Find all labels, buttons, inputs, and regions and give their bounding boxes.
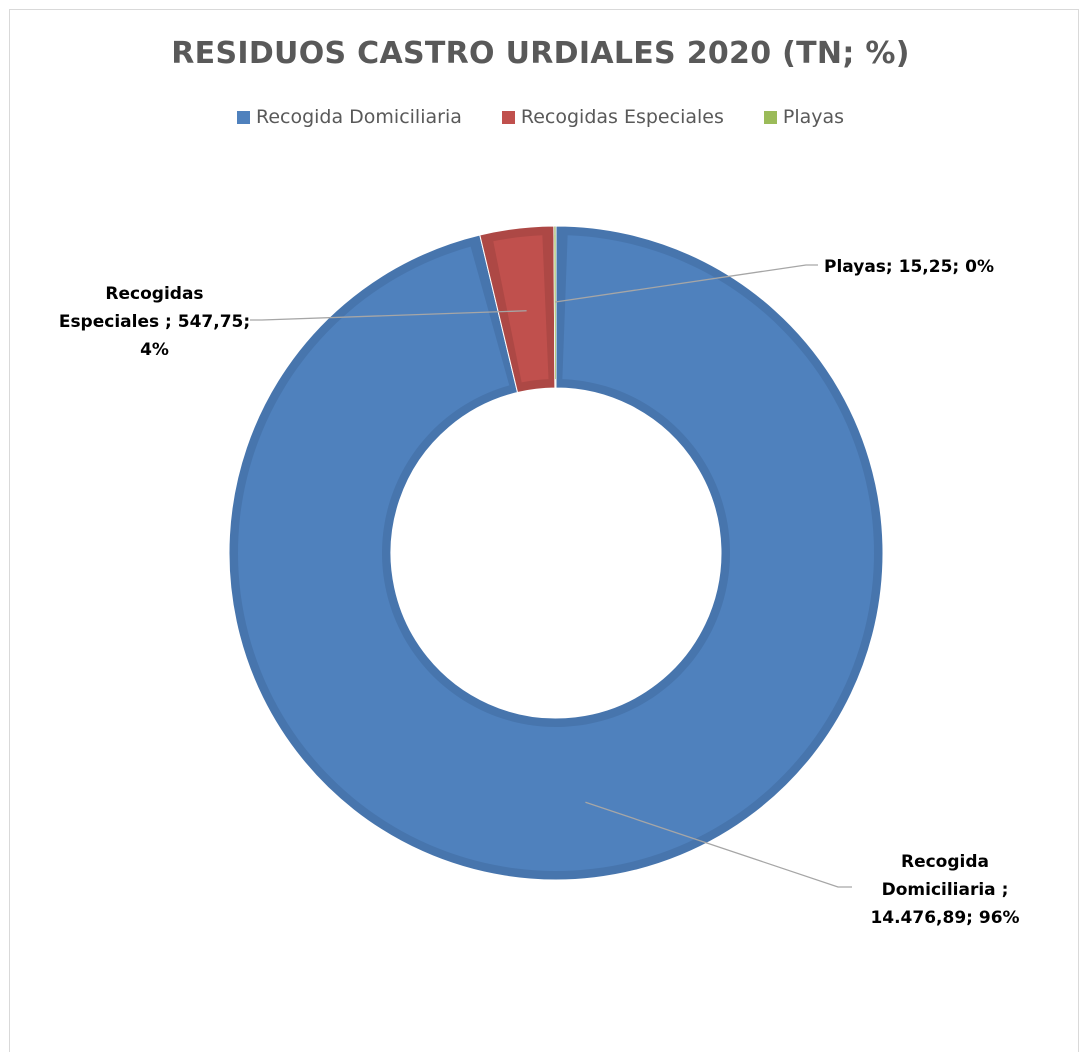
legend-label: Playas — [782, 106, 845, 128]
slice-fill-recogida-domiciliaria — [237, 235, 874, 872]
leader-line-playas — [555, 264, 818, 303]
legend-item-recogida-domiciliaria: Recogida Domiciliaria — [236, 106, 462, 128]
leader-line-recogidas-especiales — [250, 310, 527, 321]
legend-label: Recogidas Especiales — [520, 106, 724, 128]
slice-fill-playas — [554, 235, 556, 380]
legend-swatch — [501, 110, 515, 124]
data-label-recogidas-especiales: Recogidas Especiales ; 547,75; 4% — [58, 284, 251, 360]
leader-line-recogida-domiciliaria — [585, 801, 852, 888]
legend-swatch — [236, 110, 250, 124]
legend-item-playas: Playas — [763, 106, 845, 128]
chart-legend: Recogida Domiciliaria Recogidas Especial… — [0, 106, 1081, 128]
legend-label: Recogida Domiciliaria — [255, 106, 462, 128]
data-label-playas: Playas; 15,25; 0% — [824, 257, 994, 277]
legend-item-recogidas-especiales: Recogidas Especiales — [501, 106, 724, 128]
data-label-recogida-domiciliaria: Recogida Domiciliaria ; 14.476,89; 96% — [870, 852, 1020, 928]
chart-title: RESIDUOS CASTRO URDIALES 2020 (TN; %) — [171, 36, 910, 71]
legend-swatch — [763, 110, 777, 124]
slice-fill-recogidas-especiales — [493, 235, 549, 383]
